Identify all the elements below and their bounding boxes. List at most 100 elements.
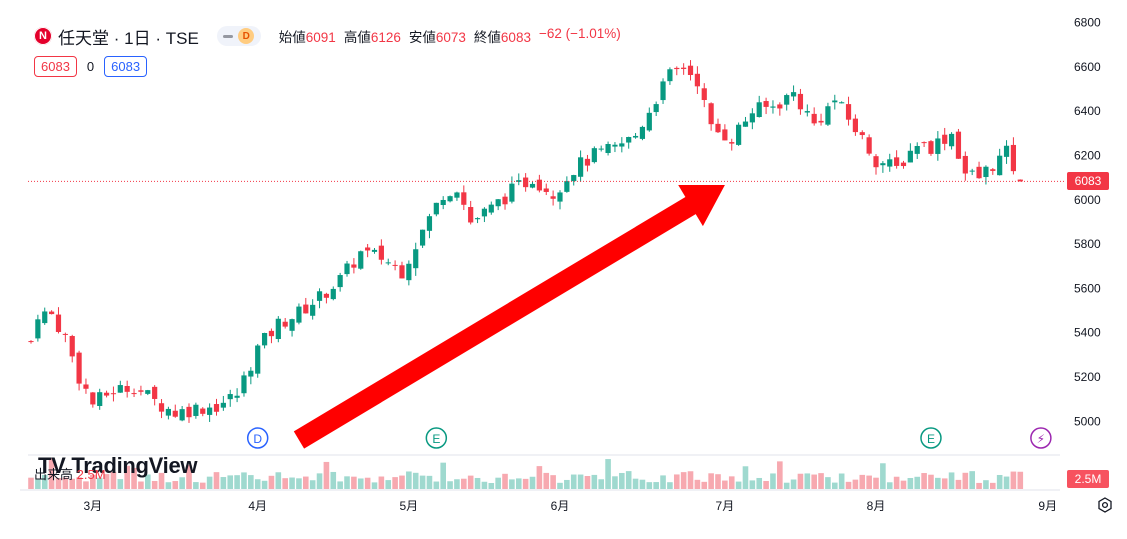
- event-marker[interactable]: D: [246, 427, 269, 449]
- candle-body: [839, 102, 845, 104]
- x-tick-label: 5月: [400, 499, 419, 513]
- candle-body: [1003, 145, 1010, 157]
- x-tick-label: 8月: [867, 499, 886, 513]
- sell-button[interactable]: 6083: [34, 56, 77, 77]
- candle-body: [316, 291, 323, 301]
- event-marker[interactable]: E: [920, 427, 942, 449]
- symbol-title[interactable]: 任天堂 · 1日 · TSE: [58, 24, 199, 49]
- volume-bar: [268, 475, 275, 489]
- volume-bar: [701, 481, 708, 489]
- candle-body: [708, 103, 714, 125]
- volume-bar: [728, 476, 735, 489]
- volume-bar: [344, 476, 350, 489]
- volume-bar: [1017, 471, 1024, 489]
- volume-bar: [838, 473, 845, 489]
- candle-body: [103, 392, 110, 396]
- candle-body: [742, 121, 749, 127]
- candle-body: [365, 247, 371, 251]
- volume-bar: [515, 478, 522, 489]
- candle-body: [110, 393, 117, 395]
- settings-gear-icon[interactable]: [1097, 497, 1113, 513]
- volume-bar: [722, 480, 728, 489]
- candle-body: [550, 196, 556, 199]
- candle-body: [880, 163, 886, 166]
- y-tick-label: 5800: [1074, 237, 1101, 251]
- event-letter: E: [432, 432, 440, 446]
- candle-body: [818, 120, 824, 123]
- event-circle: [425, 427, 448, 449]
- volume-bar: [694, 479, 701, 489]
- candle-body: [35, 319, 41, 339]
- candle-body: [351, 264, 357, 268]
- candle-body: [736, 124, 742, 145]
- candle-body: [694, 73, 700, 87]
- volume-bar: [577, 474, 584, 489]
- volume-bar: [296, 478, 302, 489]
- candle-body: [701, 88, 707, 101]
- candle-body: [399, 265, 405, 279]
- volume-bar: [818, 473, 824, 489]
- candle-body: [832, 100, 838, 103]
- volume-bar: [151, 480, 158, 489]
- candle-body: [777, 104, 783, 109]
- candle-body: [626, 137, 632, 143]
- ohlc-change: −62 (−1.01%): [538, 26, 621, 41]
- annotation-arrow: [293, 185, 725, 449]
- ohlc-low: 安値6073: [408, 30, 466, 45]
- candle-body: [461, 192, 467, 205]
- event-marker[interactable]: ⚡: [1030, 427, 1052, 449]
- candle-body: [948, 133, 955, 147]
- buy-button[interactable]: 6083: [104, 56, 148, 77]
- candle-body: [413, 249, 419, 269]
- x-tick-label: 6月: [551, 499, 570, 513]
- candle-body: [983, 166, 989, 178]
- volume-bar: [144, 474, 151, 489]
- candle-body: [344, 263, 350, 275]
- volume-bar: [667, 482, 673, 489]
- y-tick-label: 6400: [1074, 104, 1101, 118]
- ohlc-legend: 始値6091 高値6126 安値6073 終値6083 −62 (−1.01%): [279, 26, 621, 46]
- candle-body: [804, 111, 810, 113]
- volume-bar: [941, 478, 948, 489]
- candle-body: [1017, 179, 1023, 182]
- candle-body: [49, 311, 55, 315]
- candle-body: [921, 142, 927, 144]
- volume-bar: [584, 476, 591, 489]
- candle-body: [275, 318, 281, 340]
- candle-body: [83, 384, 89, 389]
- y-tick-label: 6200: [1074, 148, 1101, 162]
- market-status-pill[interactable]: D: [216, 26, 261, 46]
- volume-bar: [254, 479, 261, 489]
- candle-body: [914, 146, 920, 154]
- event-marker[interactable]: E: [425, 427, 448, 449]
- candle-body: [117, 385, 123, 393]
- volume-bar: [550, 475, 556, 489]
- volume-bar: [41, 474, 48, 489]
- volume-bar: [103, 474, 110, 489]
- candle-body: [296, 306, 302, 323]
- volume-bar: [282, 478, 288, 489]
- volume-bar: [522, 478, 529, 489]
- volume-bar: [783, 482, 790, 489]
- volume-bar: [831, 482, 838, 489]
- candle-body: [722, 129, 728, 141]
- candle-body: [942, 134, 948, 144]
- candle-body: [172, 410, 178, 417]
- time-axis: 3月 4月 5月 6月 7月 8月 9月: [83, 499, 1057, 513]
- volume-bar: [632, 478, 639, 489]
- volume-bar: [990, 482, 996, 489]
- candle-body: [887, 159, 893, 167]
- candle-body: [619, 143, 625, 147]
- volume-bar: [124, 465, 130, 489]
- exchange: TSE: [165, 28, 199, 48]
- y-tick-label: 5600: [1074, 281, 1101, 295]
- volume-bar: [241, 472, 247, 489]
- volume-bar: [117, 479, 124, 489]
- candle-body: [667, 69, 673, 82]
- volume-bar: [756, 477, 763, 489]
- candle-body: [234, 395, 240, 398]
- candle-body: [894, 157, 900, 166]
- volume-bar: [1003, 476, 1010, 489]
- volume-bar: [48, 457, 55, 489]
